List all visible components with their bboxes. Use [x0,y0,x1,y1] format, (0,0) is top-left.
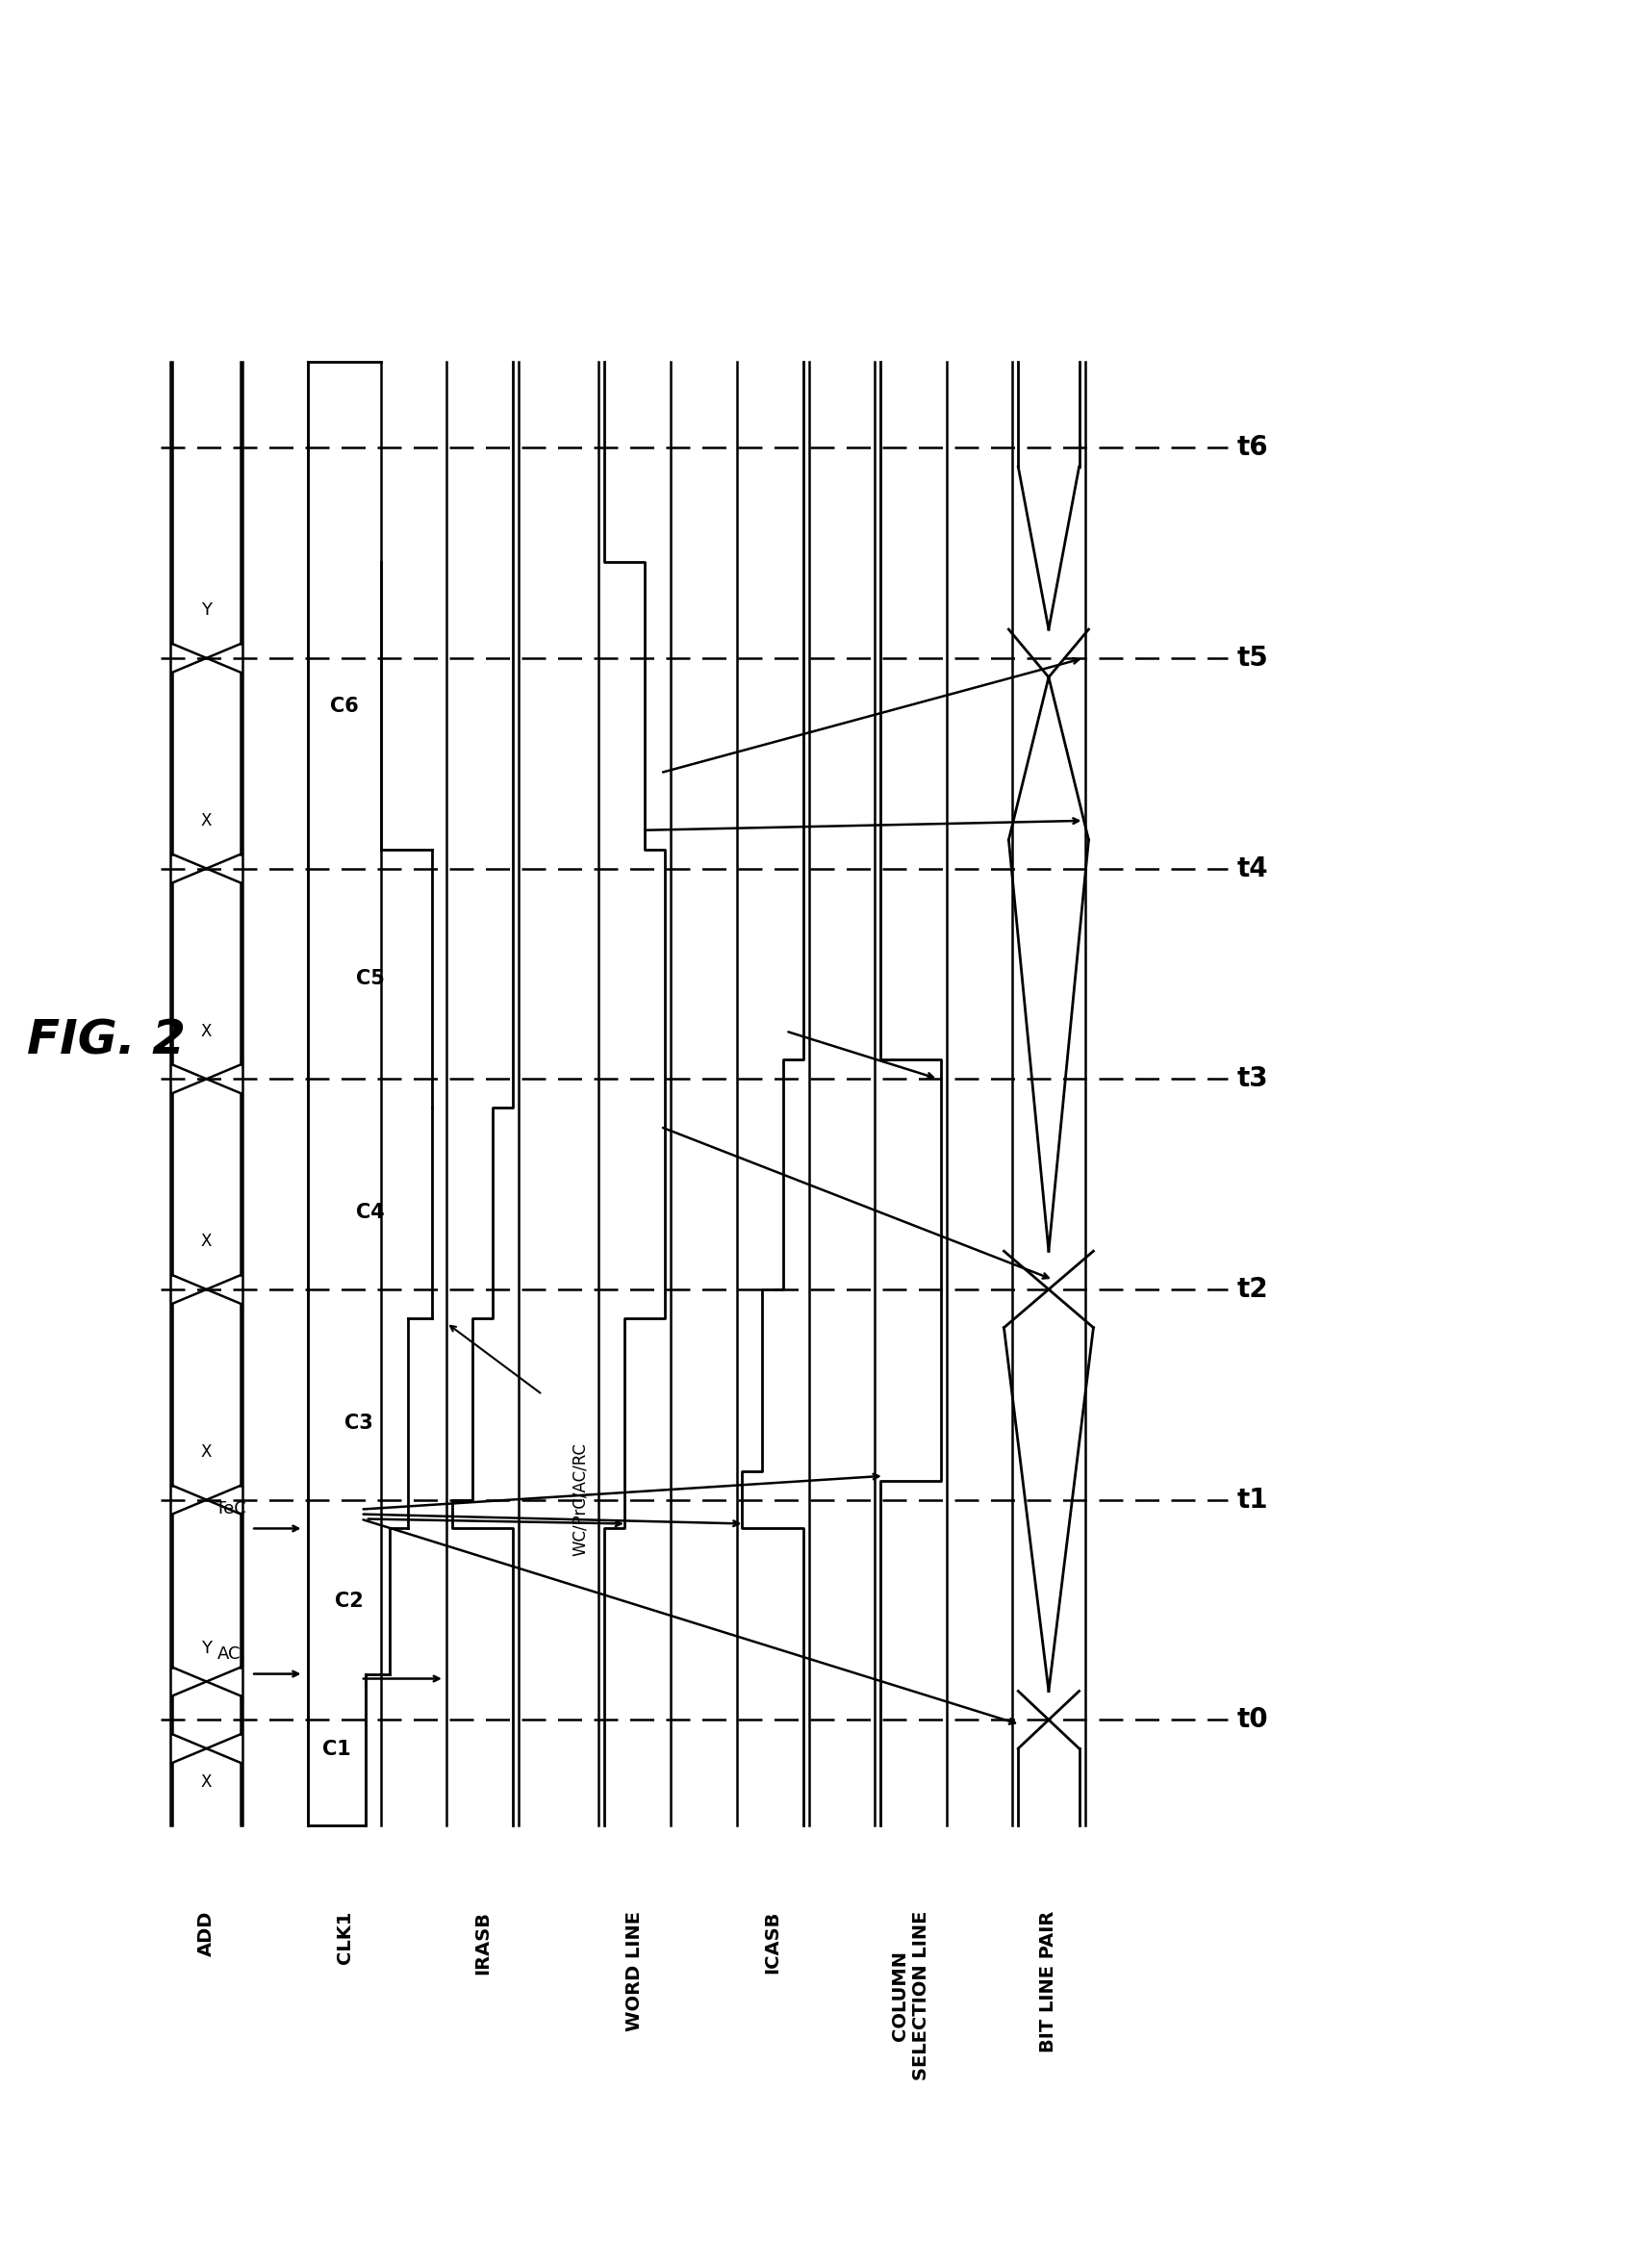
Text: X: X [202,1774,211,1790]
Text: X: X [202,1023,211,1041]
Text: X: X [202,812,211,830]
Text: WORD LINE: WORD LINE [626,1911,644,2032]
Text: AC.: AC. [218,1644,246,1662]
Text: ADD: ADD [197,1911,216,1956]
Text: FIG. 2: FIG. 2 [28,1018,187,1063]
Text: IRASB: IRASB [474,1911,492,1974]
Text: C4: C4 [355,1202,385,1222]
Text: TeC: TeC [216,1501,246,1516]
Text: BIT LINE PAIR: BIT LINE PAIR [1039,1911,1057,2052]
Text: t5: t5 [1237,644,1269,671]
Text: C3: C3 [344,1413,373,1433]
Text: t6: t6 [1237,435,1269,462]
Text: Y: Y [202,601,211,619]
Text: WC/PrC/AC/RC: WC/PrC/AC/RC [572,1442,590,1557]
Text: t3: t3 [1237,1065,1269,1092]
Text: t4: t4 [1237,855,1269,881]
Text: t1: t1 [1237,1487,1269,1514]
Text: COLUMN
SELECTION LINE: COLUMN SELECTION LINE [890,1911,930,2082]
Text: t2: t2 [1237,1276,1269,1303]
Text: C5: C5 [355,969,385,989]
Text: Y: Y [202,1640,211,1658]
Text: X: X [202,1234,211,1249]
Text: CLK1: CLK1 [335,1911,354,1965]
Text: C1: C1 [322,1741,352,1759]
Text: ICASB: ICASB [763,1911,781,1974]
Text: C6: C6 [330,695,358,716]
Text: t0: t0 [1237,1707,1269,1734]
Text: C2: C2 [334,1593,363,1610]
Text: X: X [202,1442,211,1460]
